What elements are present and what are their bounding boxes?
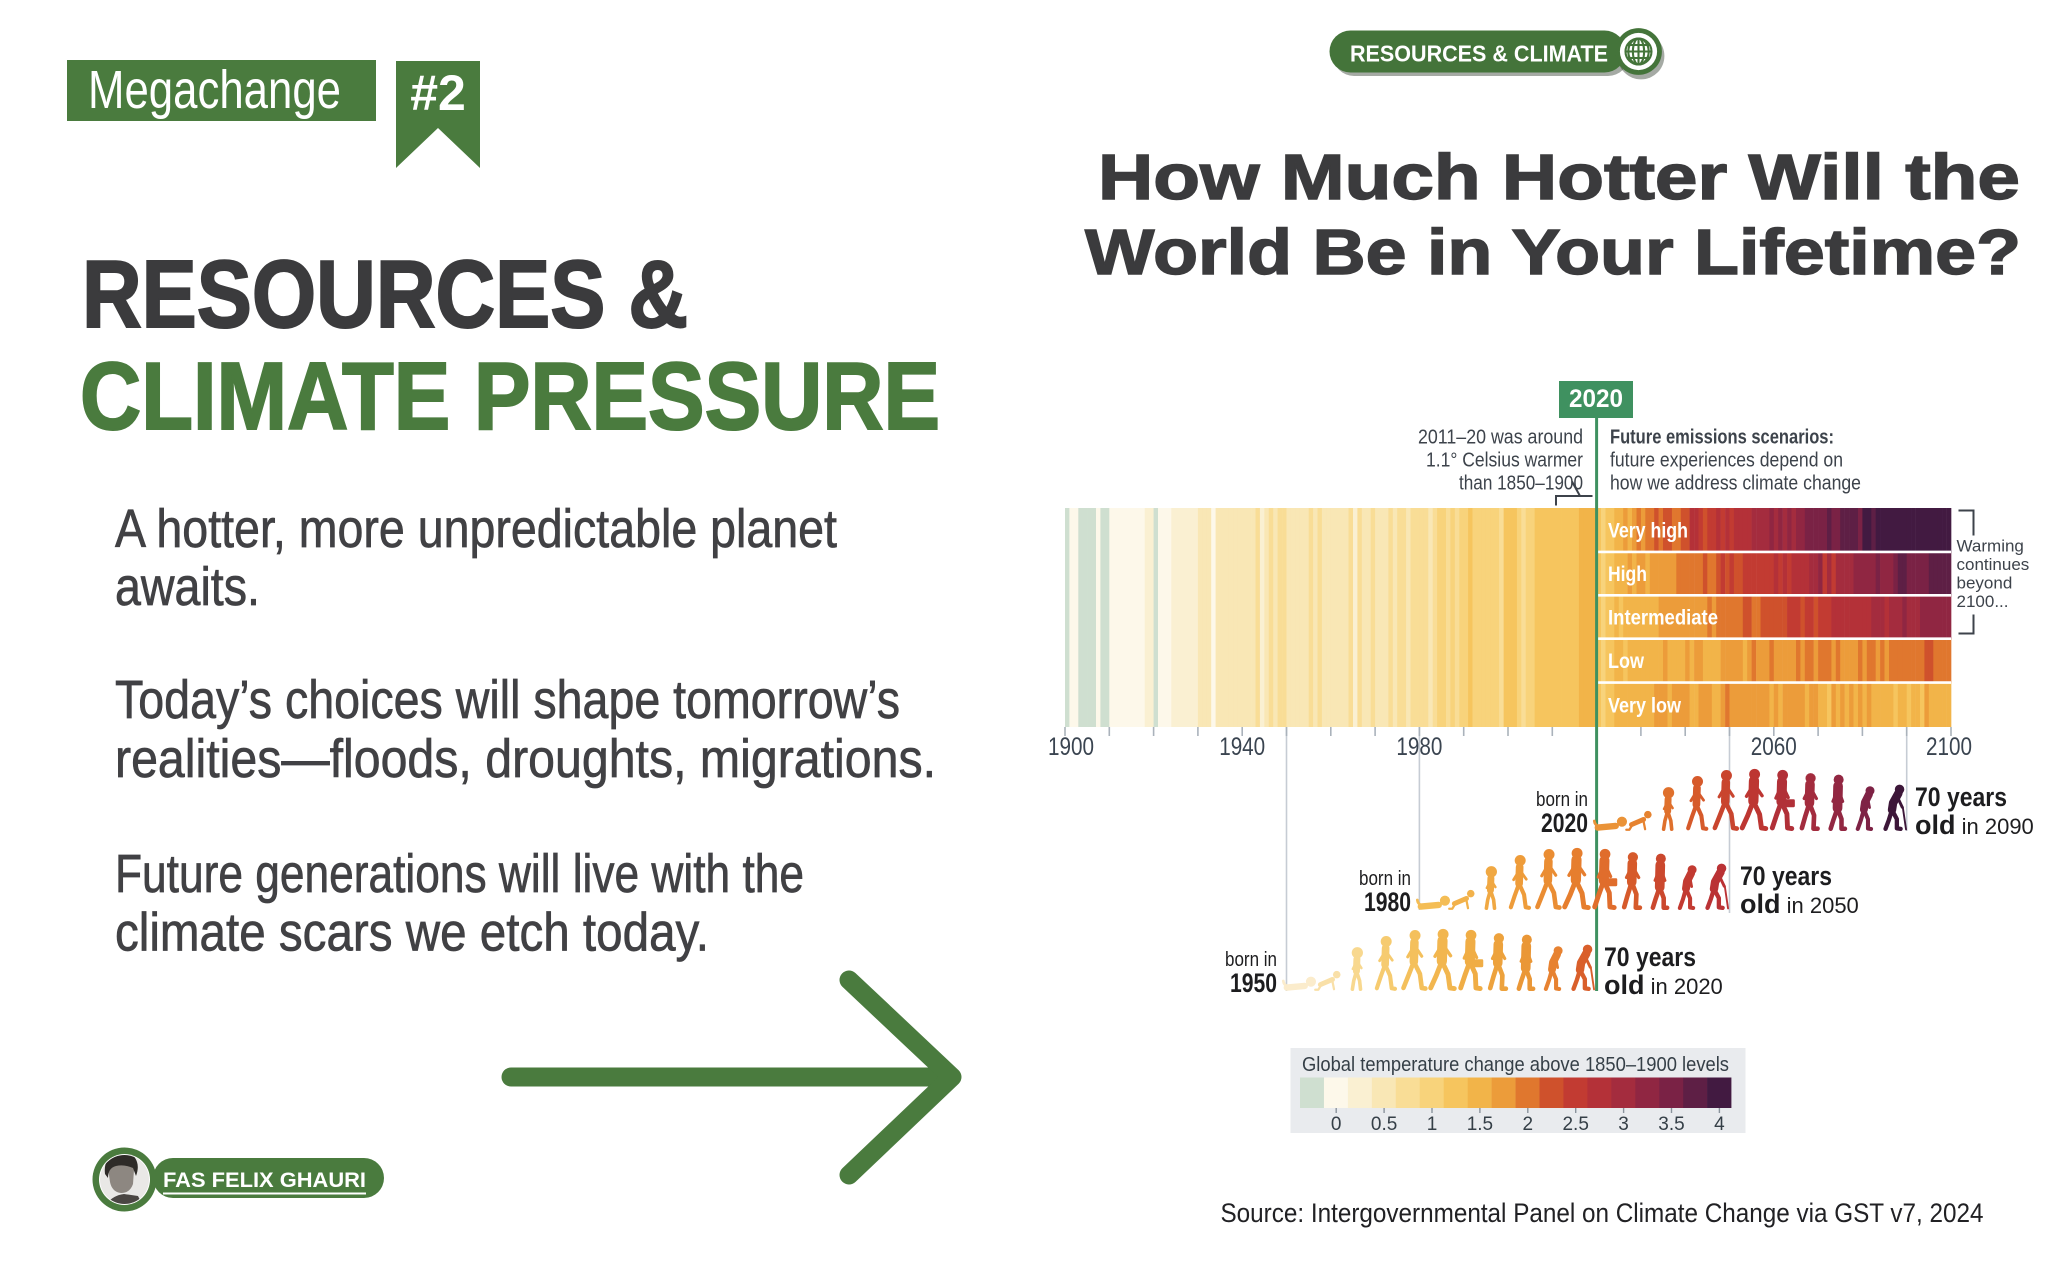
svg-text:born in: born in: [1536, 789, 1588, 811]
svg-text:2011–20 was around: 2011–20 was around: [1418, 426, 1583, 449]
svg-text:Future generations will live w: Future generations will live with the: [115, 844, 804, 904]
svg-text:Very high: Very high: [1608, 519, 1688, 543]
svg-text:Intermediate: Intermediate: [1608, 606, 1718, 630]
svg-text:continues: continues: [1957, 555, 2030, 574]
svg-text:1900: 1900: [1048, 733, 1094, 761]
svg-text:70 years: 70 years: [1915, 782, 2007, 812]
svg-text:beyond: beyond: [1957, 574, 2013, 593]
svg-text:World Be in Your Lifetime?: World Be in Your Lifetime?: [1085, 216, 2021, 288]
svg-text:awaits.: awaits.: [115, 557, 260, 617]
svg-text:2020: 2020: [1569, 385, 1623, 413]
svg-text:how we address climate change: how we address climate change: [1610, 472, 1861, 495]
svg-text:future experiences depend on: future experiences depend on: [1610, 449, 1843, 472]
svg-text:Global temperature change abov: Global temperature change above 1850–190…: [1302, 1054, 1729, 1076]
svg-text:old in 2020: old in 2020: [1604, 970, 1723, 1000]
svg-text:born in: born in: [1225, 949, 1277, 971]
svg-text:1980: 1980: [1364, 887, 1411, 917]
svg-text:CLIMATE PRESSURE: CLIMATE PRESSURE: [80, 343, 940, 450]
svg-text:4: 4: [1714, 1114, 1725, 1135]
svg-text:Today’s choices will shape tom: Today’s choices will shape tomorrow’s: [115, 670, 900, 730]
svg-text:70 years: 70 years: [1740, 861, 1832, 891]
svg-text:A hotter, more unpredictable p: A hotter, more unpredictable planet: [115, 499, 837, 559]
svg-text:2100...: 2100...: [1957, 592, 2009, 611]
svg-text:Future emissions scenarios:: Future emissions scenarios:: [1610, 426, 1834, 449]
svg-text:70 years: 70 years: [1604, 942, 1696, 972]
svg-text:1950: 1950: [1230, 968, 1277, 998]
svg-text:climate scars we etch today.: climate scars we etch today.: [115, 903, 709, 963]
svg-text:1: 1: [1427, 1114, 1438, 1135]
svg-text:2.5: 2.5: [1562, 1114, 1588, 1135]
svg-text:1.1° Celsius warmer: 1.1° Celsius warmer: [1426, 449, 1583, 472]
svg-text:FAS FELIX GHAURI: FAS FELIX GHAURI: [163, 1168, 366, 1192]
svg-text:2020: 2020: [1541, 808, 1588, 838]
svg-text:0: 0: [1331, 1114, 1342, 1135]
svg-text:Warming: Warming: [1957, 537, 2024, 556]
svg-text:1980: 1980: [1396, 733, 1442, 761]
svg-text:Megachange: Megachange: [88, 60, 341, 120]
svg-text:2: 2: [1523, 1114, 1534, 1135]
svg-text:How Much Hotter Will the: How Much Hotter Will the: [1098, 141, 2020, 213]
svg-text:old in 2050: old in 2050: [1740, 889, 1859, 919]
svg-text:than 1850–1900: than 1850–1900: [1459, 472, 1583, 495]
svg-text:2060: 2060: [1751, 733, 1797, 761]
svg-text:RESOURCES & CLIMATE: RESOURCES & CLIMATE: [1350, 41, 1608, 67]
svg-text:old in 2090: old in 2090: [1915, 810, 2034, 840]
svg-text:High: High: [1608, 562, 1647, 586]
svg-text:RESOURCES &: RESOURCES &: [82, 241, 688, 348]
svg-text:0.5: 0.5: [1371, 1114, 1397, 1135]
svg-text:#2: #2: [410, 65, 466, 121]
svg-text:Very low: Very low: [1608, 693, 1681, 717]
svg-text:Source: Intergovernmental Pane: Source: Intergovernmental Panel on Clima…: [1221, 1198, 1984, 1228]
svg-text:1.5: 1.5: [1467, 1114, 1493, 1135]
svg-text:born in: born in: [1359, 868, 1411, 890]
svg-text:Low: Low: [1608, 649, 1644, 673]
svg-text:3: 3: [1618, 1114, 1629, 1135]
svg-text:2100: 2100: [1926, 733, 1972, 761]
svg-text:realities—floods, droughts, mi: realities—floods, droughts, migrations.: [115, 729, 936, 789]
svg-text:3.5: 3.5: [1658, 1114, 1684, 1135]
svg-text:1940: 1940: [1219, 733, 1265, 761]
